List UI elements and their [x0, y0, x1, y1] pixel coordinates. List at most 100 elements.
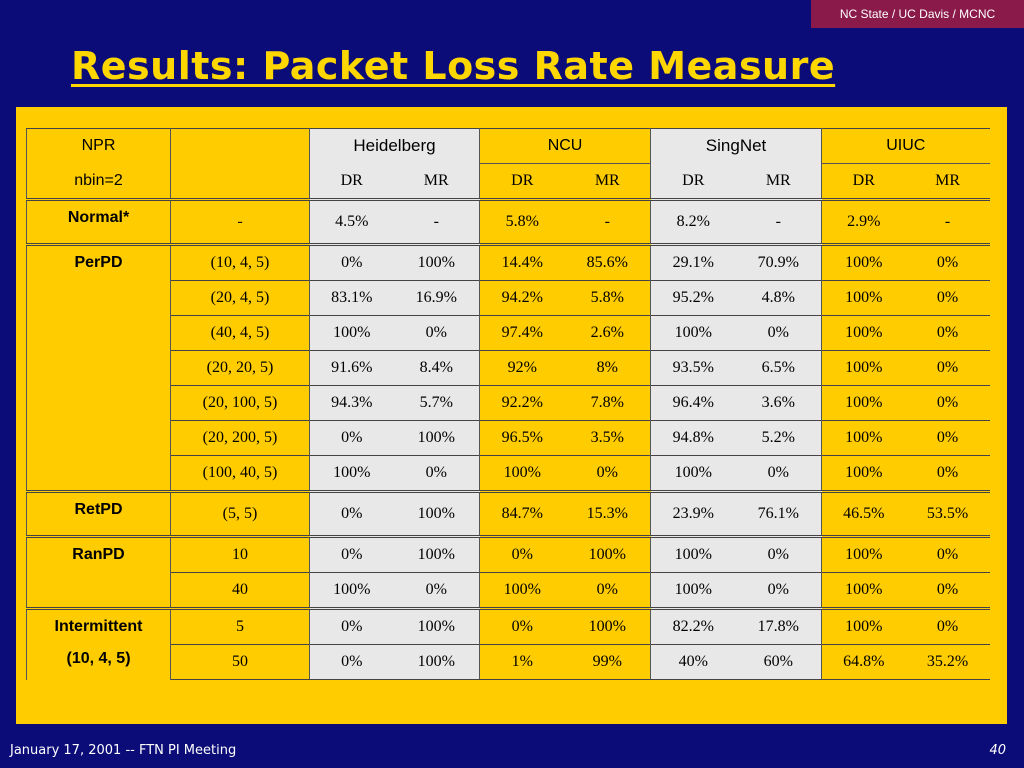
site-ncu: NCU	[479, 128, 652, 164]
dr-value-cell: 0%	[309, 644, 394, 680]
mr-value-cell: 16.9%	[393, 280, 481, 316]
table-row: PerPD (10, 4, 5) 0% 100% 14.4% 85.6% 29.1% 70.9…	[26, 243, 990, 492]
dr-value-cell: 100%	[650, 315, 736, 351]
dr-value-cell: 94.2%	[479, 280, 565, 316]
dr-value-cell: 0%	[309, 420, 394, 456]
param-cell: 40	[170, 572, 310, 609]
table-row: (40, 4, 5) 100% 0% 97.4% 2.6% 100% 0% 100% 0%	[27, 315, 990, 351]
param-cell: 5	[170, 607, 310, 645]
param-cell: (20, 4, 5)	[170, 280, 310, 316]
mr-value-cell: 0%	[905, 385, 990, 421]
mr-value-cell: -	[393, 198, 481, 245]
row-group-label: Intermittent (10, 4, 5)	[26, 607, 171, 680]
mr-value-cell: 0%	[735, 455, 823, 492]
table-body: NPR Heidelberg NCU SingNet UIUC nbin=2 D…	[26, 128, 990, 680]
table-row: 40 100% 0% 100% 0% 100% 0% 100% 0%	[27, 572, 990, 609]
row-group-name: RetPD	[74, 501, 123, 518]
mr-value-cell: -	[564, 198, 652, 245]
dr-header: DR	[309, 163, 394, 200]
param-header	[170, 128, 310, 200]
mr-value-cell: 7.8%	[564, 385, 652, 421]
dr-value-cell: 82.2%	[650, 607, 736, 645]
dr-header: DR	[511, 172, 534, 189]
mr-value-cell: 6.5%	[735, 350, 823, 386]
site-heidelberg: Heidelberg	[308, 128, 481, 164]
mr-value-cell: 100%	[393, 607, 481, 645]
site-singnet: SingNet	[650, 128, 823, 164]
dr-value-cell: 46.5%	[821, 490, 906, 537]
mr-value-cell: 0%	[905, 280, 990, 316]
mr-value-cell: 100%	[564, 535, 652, 573]
param-cell: (40, 4, 5)	[170, 315, 310, 351]
footer-date: January 17, 2001 -- FTN PI Meeting	[10, 743, 237, 758]
mr-value-cell: 0%	[735, 535, 823, 573]
mr-value-cell: 70.9%	[735, 243, 823, 281]
mr-value-cell: 0%	[735, 572, 823, 609]
table-row: (20, 100, 5) 94.3% 5.7% 92.2% 7.8% 96.4% 3.6% 1…	[27, 385, 990, 421]
mr-value-cell: 17.8%	[735, 607, 823, 645]
mr-header: MR	[935, 172, 960, 189]
dr-value-cell: 0%	[309, 243, 394, 281]
dr-value-cell: 5.8%	[479, 198, 565, 245]
dr-value-cell: 0%	[309, 535, 394, 573]
table-row: (20, 200, 5) 0% 100% 96.5% 3.5% 94.8% 5.2% 100%…	[27, 420, 990, 456]
dr-value-cell: 100%	[821, 455, 906, 492]
row-group-name: PerPD	[74, 254, 123, 271]
mr-value-cell: 85.6%	[564, 243, 652, 281]
dr-value-cell: 100%	[821, 607, 906, 645]
mr-value-cell: 0%	[905, 420, 990, 456]
dr-value-cell: 40%	[650, 644, 736, 680]
mr-header: MR	[564, 163, 652, 200]
mr-value-cell: 0%	[564, 455, 652, 492]
dr-header: DR	[852, 172, 875, 189]
mr-value-cell: 0%	[905, 607, 990, 645]
dr-value-cell: 100%	[309, 572, 394, 609]
mr-value-cell: 5.7%	[393, 385, 481, 421]
table-row: RetPD (5, 5) 0% 100% 84.7% 15.3% 23.9% 76.1% 46.…	[26, 490, 990, 537]
param-cell: (10, 4, 5)	[170, 243, 310, 281]
mr-value-cell: 100%	[393, 420, 481, 456]
dr-value-cell: 94.8%	[650, 420, 736, 456]
dr-value-cell: 95.2%	[650, 280, 736, 316]
dr-value-cell: 29.1%	[650, 243, 736, 281]
mr-value-cell: 15.3%	[564, 490, 652, 537]
mr-header: MR	[393, 163, 481, 200]
dr-header: DR	[650, 163, 736, 200]
mr-value-cell: 8.4%	[393, 350, 481, 386]
dr-value-cell: 93.5%	[650, 350, 736, 386]
dr-value-cell: 14.4%	[479, 243, 565, 281]
table-panel: NPR Heidelberg NCU SingNet UIUC nbin=2 D…	[16, 107, 1007, 724]
table-row: Normal* -4.5% -5.8% -8.2% -2.9% -	[26, 198, 990, 245]
dr-value-cell: 0%	[479, 607, 565, 645]
mr-value-cell: 100%	[393, 490, 481, 537]
dr-value-cell: 83.1%	[309, 280, 394, 316]
mr-value-cell: 100%	[393, 243, 481, 281]
param-cell: (20, 20, 5)	[170, 350, 310, 386]
param-cell: (100, 40, 5)	[170, 455, 310, 492]
header-row: NPR Heidelberg NCU SingNet UIUC	[26, 128, 990, 200]
mr-value-cell: -	[905, 198, 990, 245]
dr-value-cell: 100%	[821, 315, 906, 351]
table-row: 50 0% 100% 1% 99% 40% 60% 64.8% 35.2%	[27, 644, 990, 680]
subheader-row: nbin=2 DR MR DR MR DR MR DR MR	[26, 163, 990, 200]
dr-value-cell: 100%	[821, 350, 906, 386]
mr-value-cell: 0%	[905, 315, 990, 351]
mr-value-cell: 0%	[393, 315, 481, 351]
dr-value-cell: 96.4%	[650, 385, 736, 421]
mr-value-cell: -	[735, 198, 823, 245]
dr-value-cell: 84.7%	[479, 490, 565, 537]
dr-value-cell: 92.2%	[479, 385, 565, 421]
mr-value-cell: 76.1%	[735, 490, 823, 537]
mr-value-cell: 100%	[564, 607, 652, 645]
dr-value-cell: 100%	[821, 243, 906, 281]
row-group-name: Normal*	[67, 209, 130, 226]
mr-value-cell: 100%	[393, 535, 481, 573]
dr-value-cell: 91.6%	[309, 350, 394, 386]
mr-header: MR	[735, 163, 823, 200]
dr-value-cell: 23.9%	[650, 490, 736, 537]
dr-value-cell: 4.5%	[309, 198, 394, 245]
dr-value-cell: 2.9%	[821, 198, 906, 245]
mr-value-cell: 5.2%	[735, 420, 823, 456]
mr-value-cell: 0%	[905, 572, 990, 609]
mr-value-cell: 60%	[735, 644, 823, 680]
